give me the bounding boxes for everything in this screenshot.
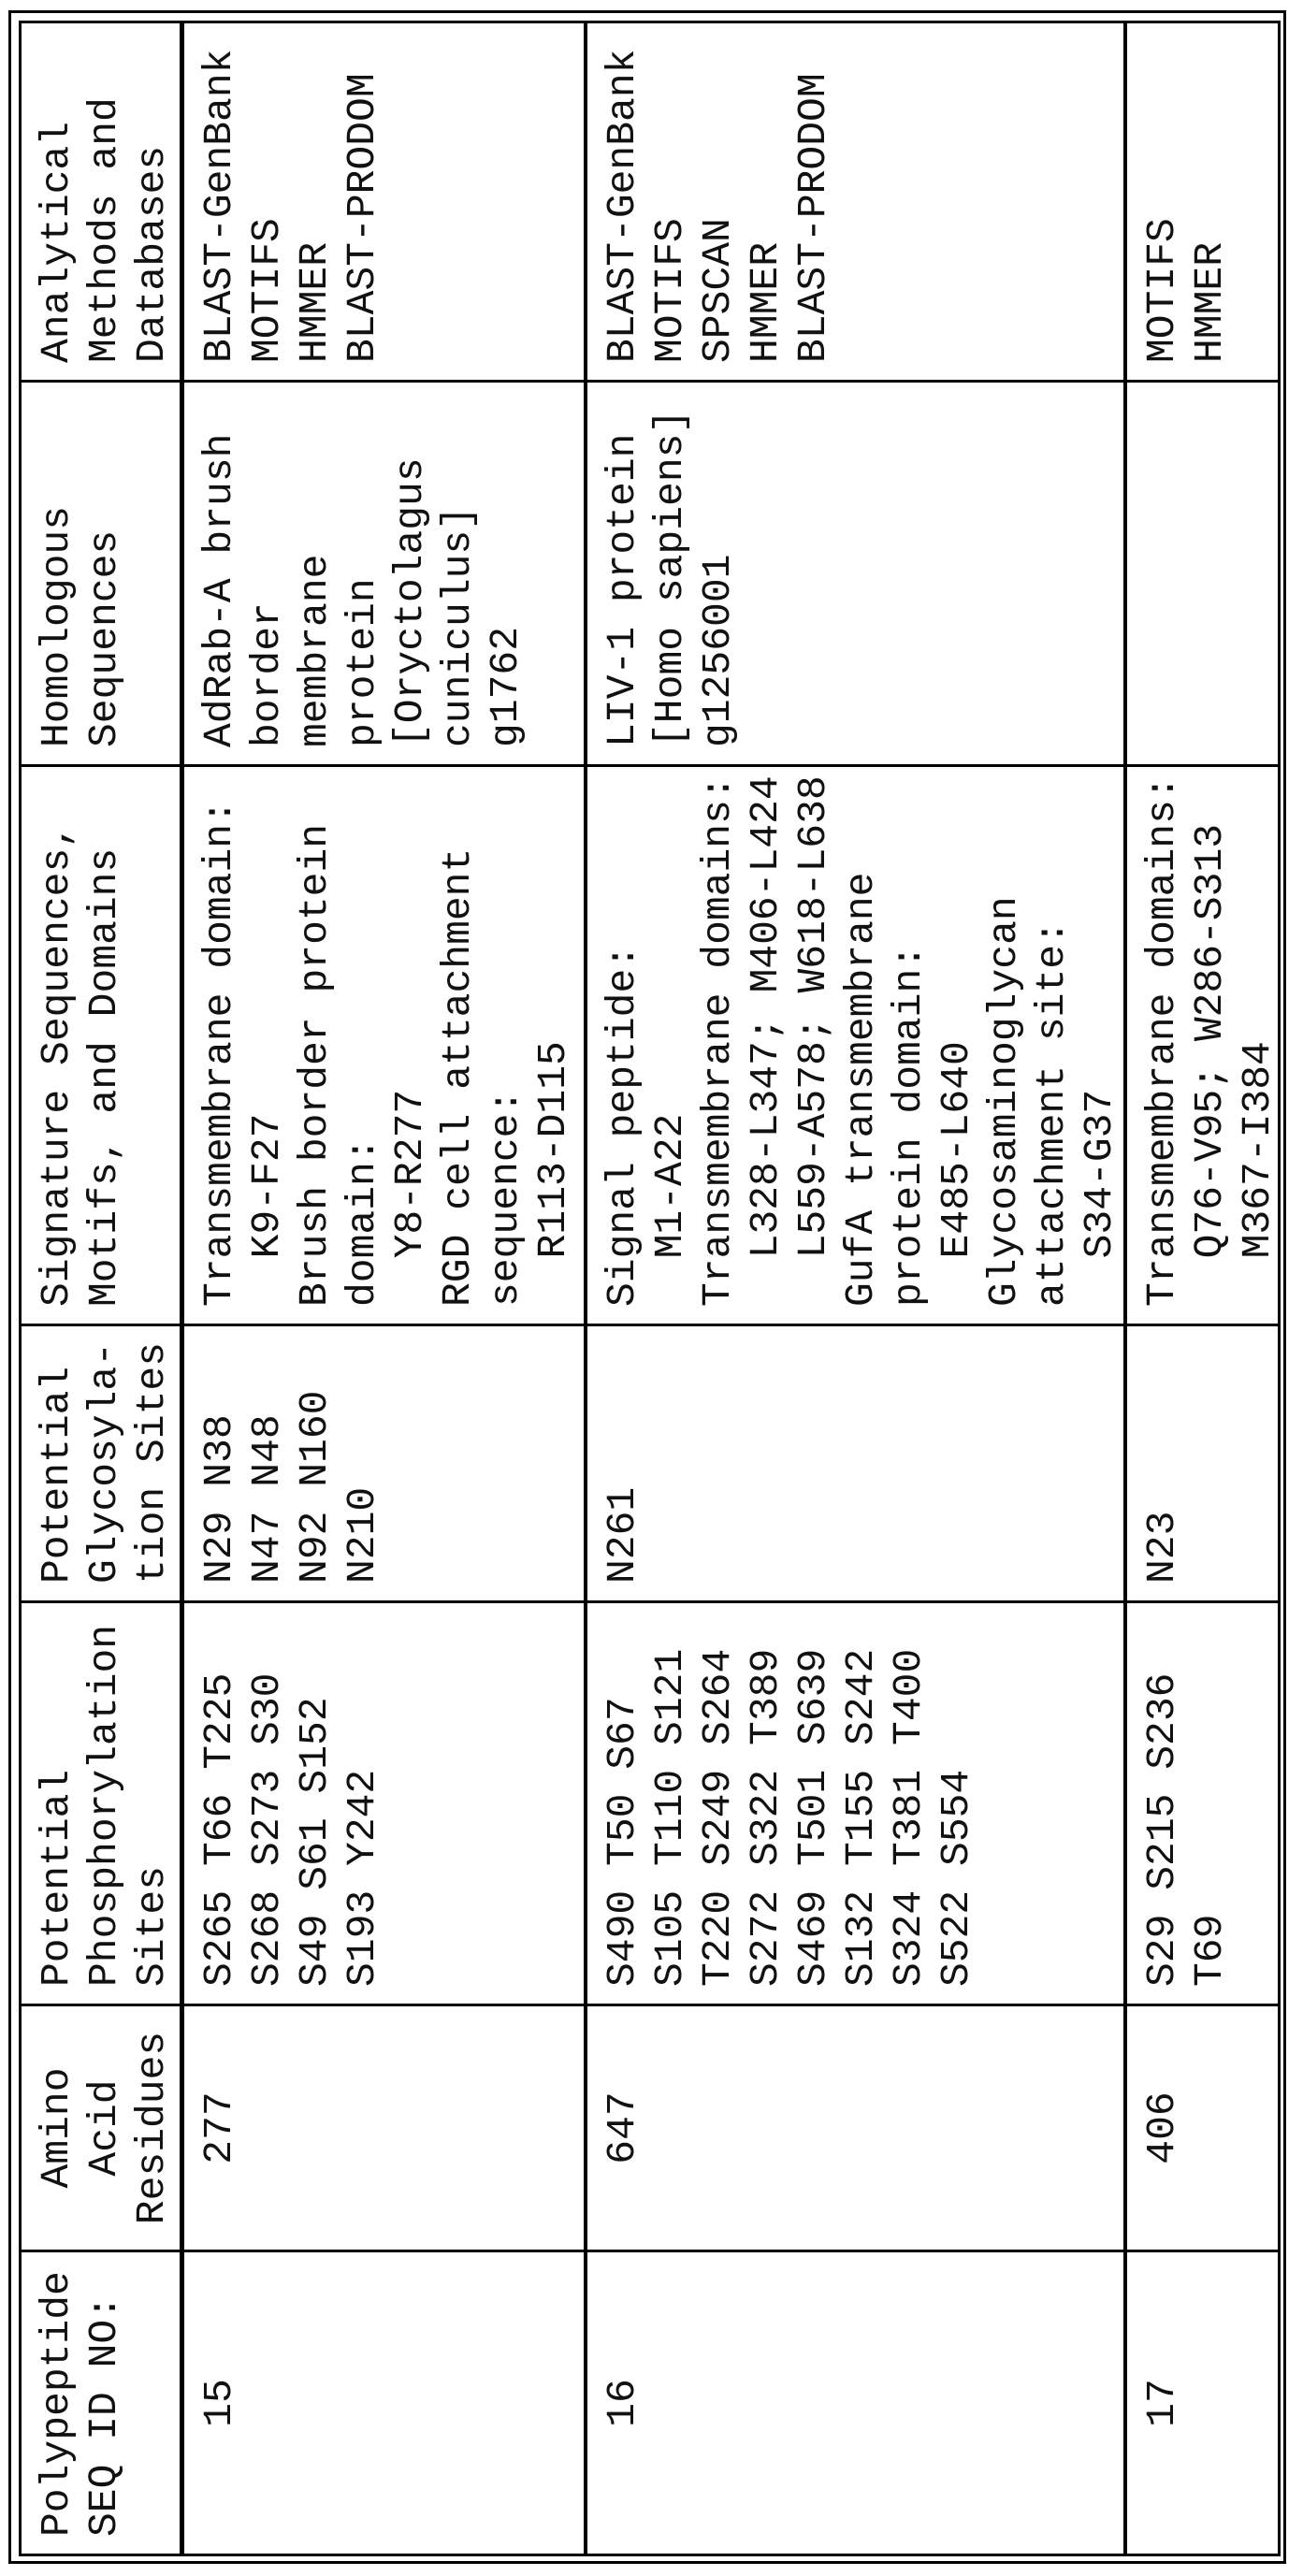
header-amino-acid-residues: Amino Acid Residues xyxy=(22,2004,184,2250)
cell-glycosylation: N261 xyxy=(587,1324,1127,1600)
header-seq-id: Polypeptide SEQ ID NO: xyxy=(22,2250,184,2554)
cell-glycosylation: N29 N38 N47 N48 N92 N160 N210 xyxy=(184,1324,587,1600)
cell-seq-id: 16 xyxy=(587,2250,1127,2554)
polypeptide-table: Polypeptide SEQ ID NO: Amino Acid Residu… xyxy=(19,21,1281,2556)
cell-phosphorylation: S29 S215 S236 T69 xyxy=(1127,1600,1278,2004)
cell-residues: 277 xyxy=(184,2004,587,2250)
cell-methods: BLAST-GenBank MOTIFS HMMER BLAST-PRODOM xyxy=(184,23,587,380)
cell-residues: 406 xyxy=(1127,2004,1278,2250)
cell-glycosylation: N23 xyxy=(1127,1324,1278,1600)
cell-seq-id: 15 xyxy=(184,2250,587,2554)
cell-phosphorylation: S490 T50 S67 S105 T110 S121 T220 S249 S2… xyxy=(587,1600,1127,2004)
cell-methods: BLAST-GenBank MOTIFS SPSCAN HMMER BLAST-… xyxy=(587,23,1127,380)
cell-signatures: Signal peptide: M1-A22 Transmembrane dom… xyxy=(587,764,1127,1324)
header-homologous-sequences: Homologous Sequences xyxy=(22,380,184,764)
cell-methods: MOTIFS HMMER xyxy=(1127,23,1278,380)
header-signature-sequences: Signature Sequences, Motifs, and Domains xyxy=(22,764,184,1324)
cell-seq-id: 17 xyxy=(1127,2250,1278,2554)
cell-signatures: Transmembrane domain: K9-F27 Brush borde… xyxy=(184,764,587,1324)
cell-signatures: Transmembrane domains: Q76-V95; W286-S31… xyxy=(1127,764,1278,1324)
cell-homologous xyxy=(1127,380,1278,764)
header-glycosylation-sites: Potential Glycosyla- tion Sites xyxy=(22,1324,184,1600)
cell-homologous: AdRab-A brush border membrane protein [O… xyxy=(184,380,587,764)
cell-residues: 647 xyxy=(587,2004,1127,2250)
header-phosphorylation-sites: Potential Phosphorylation Sites xyxy=(22,1600,184,2004)
cell-phosphorylation: S265 T66 T225 S268 S273 S30 S49 S61 S152… xyxy=(184,1600,587,2004)
cell-homologous: LIV-1 protein [Homo sapiens] g1256001 xyxy=(587,380,1127,764)
header-analytical-methods: Analytical Methods and Databases xyxy=(22,23,184,380)
